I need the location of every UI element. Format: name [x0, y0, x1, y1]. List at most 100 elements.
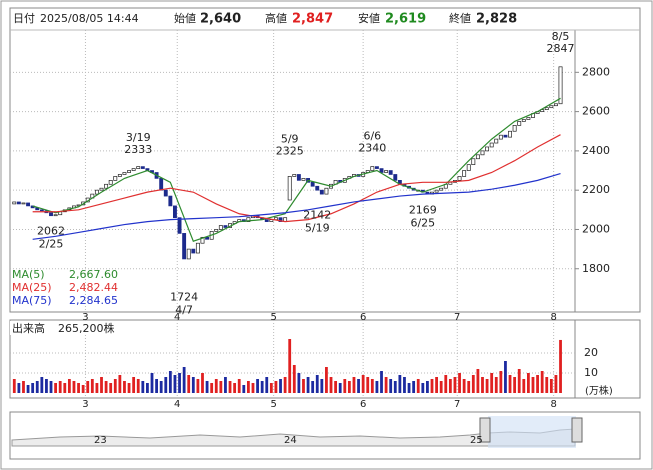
volume-bar	[375, 381, 379, 393]
volume-bar	[22, 381, 25, 393]
volume-bar	[462, 379, 466, 393]
ma-line	[32, 97, 561, 243]
volume-bar	[86, 381, 90, 393]
volume-bar	[90, 379, 94, 393]
volume-bar	[444, 375, 448, 393]
volume-bar	[31, 383, 35, 393]
volume-bar	[26, 385, 30, 393]
volume-bar	[347, 381, 351, 393]
volume-bar	[559, 339, 562, 393]
volume-bar	[504, 361, 507, 393]
annotation-date: 6/6	[363, 130, 381, 143]
candle-body	[182, 233, 187, 260]
volume-bar	[40, 377, 44, 393]
volume-bar	[403, 377, 406, 393]
candle-body	[117, 174, 122, 177]
volume-bar	[481, 377, 484, 393]
volume-bar	[435, 377, 438, 393]
volume-bar	[274, 381, 278, 393]
candle-body	[517, 121, 522, 126]
candle-body	[159, 178, 164, 191]
candle-body	[191, 248, 196, 254]
volume-bar	[292, 365, 296, 393]
volume-bar	[132, 377, 136, 393]
volume-bar	[127, 383, 131, 393]
annotation-date: 5/9	[281, 133, 299, 146]
legend-label: MA(5)	[12, 268, 45, 281]
volume-bar	[63, 383, 67, 393]
high: 2,847	[292, 12, 333, 27]
navigator-year: 23	[94, 435, 107, 446]
volume-bar	[302, 379, 305, 393]
annotation-date: 6/25	[410, 216, 435, 229]
annotation-date: 2/25	[39, 237, 64, 250]
volume-bar	[164, 377, 168, 393]
candle-body	[186, 248, 191, 260]
x-tick-label: 3	[82, 399, 88, 410]
volume-bar	[384, 377, 388, 393]
candle-body	[457, 176, 462, 181]
volume-bar	[476, 369, 480, 393]
x-tick-label: 6	[360, 312, 366, 323]
open: 2,640	[200, 12, 241, 27]
candle-body	[127, 170, 131, 173]
legend-value: 2,482.44	[69, 281, 118, 294]
volume-bar	[412, 381, 416, 393]
annotation-value: 2847	[547, 42, 575, 55]
candle-body	[512, 125, 517, 132]
volume-bar	[352, 377, 356, 393]
candle-body	[94, 189, 99, 195]
volume-legend-bg	[10, 321, 122, 335]
volume-bar	[306, 377, 310, 393]
volume-bar	[260, 381, 264, 393]
candle-body	[223, 225, 228, 228]
navigator-handle-left[interactable]	[479, 417, 491, 443]
x-tick-label: 7	[454, 312, 460, 323]
annotation-value: 2169	[409, 203, 437, 216]
volume-bar	[320, 379, 324, 393]
y-tick-label: 2200	[582, 183, 610, 196]
navigator-panel	[9, 411, 641, 460]
volume-bar	[45, 379, 48, 393]
volume-bar	[95, 383, 99, 393]
volume-bar	[233, 383, 237, 393]
x-tick-label: 7	[454, 399, 460, 410]
volume-bar	[490, 373, 494, 393]
volume-bar	[269, 383, 273, 393]
volume-bar	[471, 375, 475, 393]
navigator-window[interactable]	[488, 416, 576, 448]
candle-body	[278, 217, 283, 222]
volume-bar	[499, 371, 503, 393]
candle-body	[140, 166, 145, 169]
volume-bar	[370, 379, 374, 393]
candle-body	[214, 229, 219, 232]
candle-body	[168, 195, 173, 207]
date: 2025/08/05 14:44	[40, 12, 139, 25]
annotation-value: 2333	[124, 143, 152, 156]
candle-body	[379, 168, 384, 173]
volume-bar	[67, 379, 71, 393]
volume-title: 出来高	[12, 321, 45, 335]
volume-bar	[173, 375, 177, 393]
volume-bar	[228, 381, 232, 393]
volume-bar	[100, 377, 103, 393]
volume-bar	[357, 379, 360, 393]
candle-body	[558, 66, 563, 105]
navigator-handle-right[interactable]	[571, 417, 583, 443]
volume-bar	[536, 375, 539, 393]
annotation-date: 3/19	[126, 131, 151, 144]
volume-unit: (万株)	[585, 384, 613, 397]
volume-bar	[201, 373, 204, 393]
candle-body	[388, 170, 393, 175]
volume-bar	[343, 379, 347, 393]
candle-body	[292, 174, 297, 177]
x-tick-label: 8	[550, 399, 556, 410]
volume-bar	[141, 381, 145, 393]
x-tick-label: 4	[174, 312, 180, 323]
low: 2,619	[385, 12, 426, 27]
volume-bar	[297, 373, 301, 393]
ma-line	[32, 172, 561, 240]
volume-bar	[12, 379, 16, 393]
candle-body	[287, 176, 292, 201]
candle-body	[246, 217, 251, 222]
